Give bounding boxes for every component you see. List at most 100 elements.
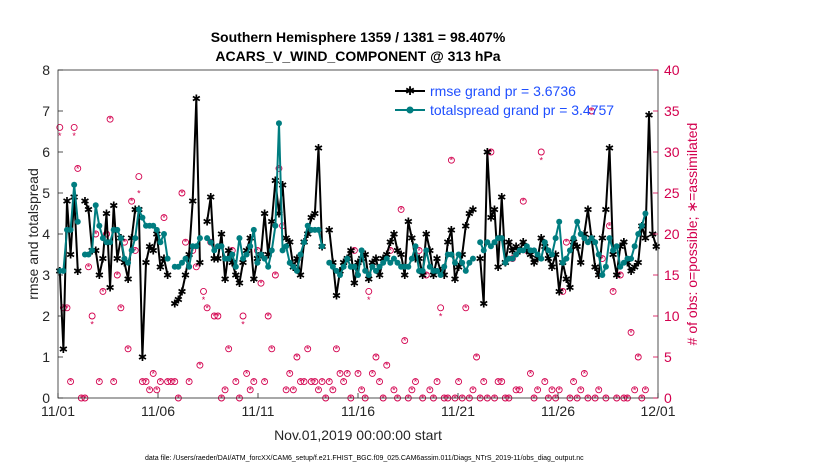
rmse-point: ✱	[328, 258, 337, 270]
totalspread-point	[610, 247, 617, 254]
obs-possible-marker	[203, 304, 211, 312]
rmse-point: ✱	[497, 192, 506, 204]
obs-assimilated-marker: *	[205, 303, 209, 313]
rmse-point: ✱	[152, 229, 161, 241]
totalspread-point	[584, 239, 591, 246]
obs-possible-marker	[336, 369, 344, 377]
obs-possible-marker	[570, 378, 578, 386]
rmse-point: ✱	[414, 254, 423, 266]
totalspread-point	[340, 263, 347, 270]
obs-possible-marker	[329, 386, 337, 394]
totalspread-point	[293, 267, 300, 274]
obs-possible-marker	[541, 378, 549, 386]
obs-possible-marker	[128, 197, 136, 205]
rmse-point: ✱	[479, 299, 488, 311]
obs-possible-marker	[332, 345, 340, 353]
totalspread-point	[218, 243, 225, 250]
obs-possible-marker	[368, 369, 376, 377]
totalspread-point	[204, 235, 211, 242]
rmse-point: ✱	[594, 270, 603, 282]
totalspread-point	[132, 235, 139, 242]
totalspread-point	[642, 210, 649, 217]
obs-possible-marker	[577, 386, 585, 394]
obs-assimilated-marker: *	[640, 394, 644, 404]
totalspread-point	[531, 247, 538, 254]
rmse-point: ✱	[407, 233, 416, 245]
totalspread-point	[513, 251, 520, 258]
left-tick-label: 7	[42, 103, 50, 119]
totalspread-point	[175, 263, 182, 270]
obs-possible-marker	[580, 369, 588, 377]
totalspread-point	[329, 263, 336, 270]
obs-possible-marker	[171, 378, 179, 386]
obs-assimilated-marker: *	[69, 377, 73, 387]
totalspread-point	[549, 251, 556, 258]
rmse-point: ✱	[307, 213, 316, 225]
obs-assimilated-marker: *	[403, 336, 407, 346]
obs-assimilated-marker: *	[550, 385, 554, 395]
totalspread-point	[376, 263, 383, 270]
rmse-point: ✱	[174, 295, 183, 307]
obs-possible-marker	[257, 279, 265, 287]
obs-possible-marker	[537, 148, 545, 156]
obs-possible-marker	[95, 378, 103, 386]
obs-assimilated-marker: *	[141, 377, 145, 387]
totalspread-point	[617, 263, 624, 270]
obs-assimilated-marker: *	[220, 394, 224, 404]
rmse-point: ✱	[648, 229, 657, 241]
left-tick-label: 1	[42, 349, 50, 365]
totalspread-point	[128, 247, 135, 254]
totalspread-point	[164, 255, 171, 262]
rmse-point: ✱	[91, 245, 100, 257]
rmse-point: ✱	[608, 250, 617, 262]
obs-possible-marker	[146, 386, 154, 394]
obs-assimilated-marker: *	[198, 361, 202, 371]
obs-assimilated-marker: *	[428, 385, 432, 395]
totalspread-point	[89, 247, 96, 254]
obs-assimilated-marker: *	[561, 287, 565, 297]
obs-assimilated-marker: *	[345, 369, 349, 379]
totalspread-point	[290, 263, 297, 270]
left-tick-label: 8	[42, 62, 50, 78]
obs-possible-marker	[318, 378, 326, 386]
obs-assimilated-marker: *	[274, 271, 278, 281]
obs-assimilated-marker: *	[184, 238, 188, 248]
totalspread-point	[186, 263, 193, 270]
rmse-point: ✱	[490, 204, 499, 216]
rmse-point: ✱	[314, 143, 323, 155]
obs-possible-marker	[239, 312, 247, 320]
rmse-point: ✱	[332, 291, 341, 303]
obs-assimilated-marker: *	[360, 385, 364, 395]
obs-possible-marker	[340, 378, 348, 386]
totalspread-point	[552, 235, 559, 242]
obs-possible-marker	[527, 369, 534, 377]
obs-possible-marker	[264, 312, 272, 320]
x-tick-label: 11/26	[541, 403, 575, 419]
obs-possible-marker	[534, 386, 542, 394]
rmse-point: ✱	[296, 270, 305, 282]
rmse-point: ✱	[447, 225, 456, 237]
totalspread-point	[502, 259, 509, 266]
obs-possible-marker	[641, 386, 649, 394]
rmse-point: ✱	[335, 266, 344, 278]
totalspread-point	[121, 255, 128, 262]
rmse-point: ✱	[181, 270, 190, 282]
obs-assimilated-marker: *	[230, 246, 234, 256]
rmse-point: ✱	[98, 254, 107, 266]
obs-assimilated-marker: *	[169, 377, 173, 387]
totalspread-point	[358, 247, 365, 254]
obs-assimilated-marker: *	[514, 385, 518, 395]
totalspread-point	[480, 247, 487, 254]
rmse-point: ✱	[425, 245, 434, 257]
right-tick-label: 10	[664, 308, 680, 324]
obs-assimilated-marker: *	[248, 385, 252, 395]
totalspread-point	[592, 239, 599, 246]
rmse-point: ✱	[145, 241, 154, 253]
obs-possible-marker	[325, 378, 333, 386]
obs-possible-marker	[512, 386, 520, 394]
obs-assimilated-marker: *	[327, 377, 331, 387]
totalspread-point	[211, 247, 218, 254]
obs-assimilated-marker: *	[98, 377, 102, 387]
rmse-point: ✱	[612, 270, 621, 282]
rmse-point: ✱	[235, 278, 244, 290]
